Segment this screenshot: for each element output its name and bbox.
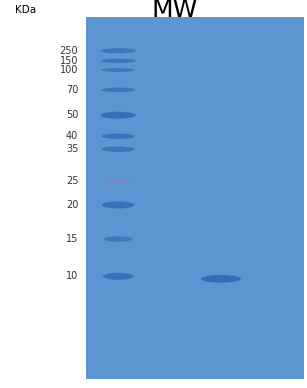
Ellipse shape bbox=[101, 68, 135, 72]
Text: 40: 40 bbox=[66, 131, 78, 141]
Ellipse shape bbox=[201, 275, 241, 283]
Ellipse shape bbox=[101, 59, 136, 63]
Ellipse shape bbox=[104, 179, 133, 184]
Text: 100: 100 bbox=[60, 65, 78, 75]
Ellipse shape bbox=[103, 273, 134, 280]
Text: 10: 10 bbox=[66, 271, 78, 281]
FancyBboxPatch shape bbox=[86, 17, 304, 379]
Text: 35: 35 bbox=[66, 144, 78, 154]
Ellipse shape bbox=[102, 133, 135, 139]
Text: MW: MW bbox=[152, 0, 198, 22]
Ellipse shape bbox=[101, 48, 136, 53]
Text: 250: 250 bbox=[60, 46, 78, 56]
Text: 50: 50 bbox=[66, 110, 78, 120]
Ellipse shape bbox=[102, 147, 135, 152]
Text: 20: 20 bbox=[66, 200, 78, 210]
Ellipse shape bbox=[101, 88, 135, 92]
Ellipse shape bbox=[102, 201, 135, 208]
Text: 150: 150 bbox=[60, 56, 78, 66]
Text: KDa: KDa bbox=[15, 5, 37, 15]
Text: 15: 15 bbox=[66, 234, 78, 244]
Ellipse shape bbox=[104, 236, 132, 242]
Ellipse shape bbox=[101, 112, 136, 119]
Text: 70: 70 bbox=[66, 85, 78, 95]
Text: 25: 25 bbox=[66, 176, 78, 186]
